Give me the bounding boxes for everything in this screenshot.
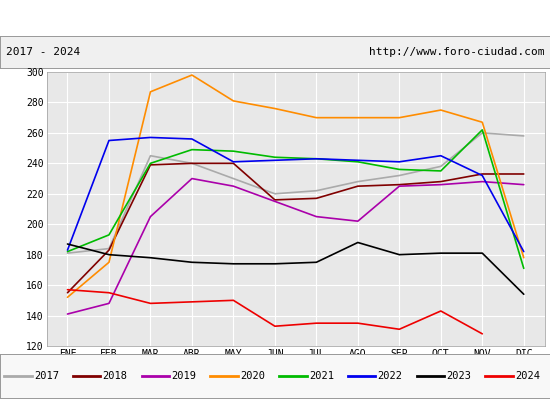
Text: 2023: 2023 bbox=[447, 371, 471, 381]
Text: Evolucion del paro registrado en Begíjar: Evolucion del paro registrado en Begíjar bbox=[100, 10, 450, 26]
Text: 2021: 2021 bbox=[309, 371, 334, 381]
Text: 2017 - 2024: 2017 - 2024 bbox=[6, 47, 80, 57]
Text: 2017: 2017 bbox=[34, 371, 59, 381]
Text: 2024: 2024 bbox=[515, 371, 540, 381]
Text: 2020: 2020 bbox=[240, 371, 265, 381]
Text: 2018: 2018 bbox=[102, 371, 128, 381]
Text: 2019: 2019 bbox=[172, 371, 196, 381]
Text: http://www.foro-ciudad.com: http://www.foro-ciudad.com bbox=[369, 47, 544, 57]
Text: 2022: 2022 bbox=[377, 371, 403, 381]
